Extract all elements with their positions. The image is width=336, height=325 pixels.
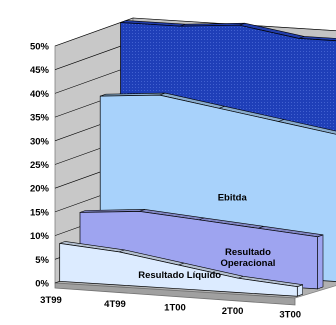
- x-tick-label: 3T00: [279, 310, 301, 321]
- data-point: [298, 36, 305, 39]
- data-point: [218, 106, 225, 109]
- x-axis-ticks: 3T99 4T99 1T00 2T00 3T00: [40, 295, 301, 321]
- y-tick-label: 5%: [35, 255, 49, 266]
- series-layer: InterconexãoEbitdaResultadoOperacionalRe…: [59, 20, 336, 297]
- data-point: [237, 275, 244, 279]
- series-area: [59, 242, 298, 297]
- y-tick-label: 20%: [30, 184, 50, 195]
- y-tick-label: 35%: [30, 113, 50, 124]
- data-point: [198, 217, 205, 221]
- y-tick-label: 25%: [30, 160, 50, 171]
- y-tick-label: 15%: [30, 207, 50, 218]
- series-label: Operacional: [220, 258, 275, 269]
- series-side: [317, 234, 324, 290]
- y-tick-label: 45%: [30, 65, 50, 76]
- data-point: [139, 209, 145, 212]
- data-point: [159, 92, 166, 96]
- x-tick-label: 3T99: [40, 295, 62, 306]
- floor-edge: [54, 282, 296, 306]
- y-tick-label: 0%: [35, 279, 49, 290]
- x-tick-label: 1T00: [164, 303, 186, 314]
- gridline: [54, 17, 336, 47]
- series-label: Resultado Líquido: [138, 270, 221, 281]
- data-point: [258, 226, 264, 229]
- x-tick-label: 2T00: [222, 306, 244, 317]
- x-tick-label: 4T99: [104, 299, 126, 310]
- y-tick-label: 50%: [30, 42, 50, 53]
- data-point: [278, 119, 285, 122]
- series-label: Ebitda: [218, 192, 248, 203]
- data-point: [239, 22, 245, 26]
- data-point: [118, 249, 125, 253]
- series-3: Resultado Líquido: [59, 241, 304, 297]
- y-tick-label: 30%: [30, 136, 50, 147]
- y-axis-ticks: 0% 5% 10% 15% 20% 25% 30% 35% 40% 45% 50%: [30, 42, 50, 290]
- y-tick-label: 10%: [30, 231, 50, 242]
- data-point: [178, 262, 185, 266]
- data-point: [179, 23, 186, 27]
- y-tick-label: 40%: [30, 89, 50, 100]
- series-label: Resultado: [225, 247, 271, 258]
